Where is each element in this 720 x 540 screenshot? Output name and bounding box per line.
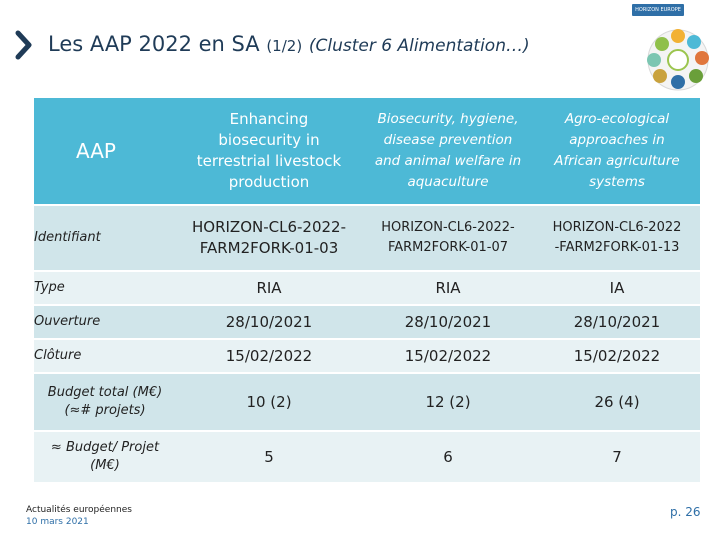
- table-cell: 5: [176, 432, 362, 482]
- table-cell: 7: [534, 432, 700, 482]
- table-cell: 15/02/2022: [362, 340, 534, 372]
- cell-text: FARM2FORK-01-07: [387, 240, 509, 255]
- table-cell: 26 (4): [534, 374, 700, 430]
- page-number: p. 26: [670, 505, 701, 519]
- cell-text: 15/02/2022: [404, 346, 492, 365]
- header-text-line: approaches in: [569, 132, 665, 148]
- header-text-line: African agriculture: [554, 153, 680, 169]
- cell-text: 10 (2): [246, 392, 292, 411]
- row-label: Type: [34, 280, 65, 295]
- table-cell: 6: [362, 432, 534, 482]
- header-text-line: and animal welfare in: [374, 153, 522, 169]
- cell-text: 6: [443, 447, 453, 466]
- table-cell: 28/10/2021: [534, 306, 700, 338]
- footer-source: Actualités européennes 10 mars 2021: [26, 504, 132, 528]
- header-text-line: Biosecurity, hygiene,: [377, 111, 519, 127]
- table-cell: 10 (2): [176, 374, 362, 430]
- table-row: Identifiant HORIZON-CL6-2022- FARM2FORK-0…: [34, 206, 700, 270]
- table-row: Clôture 15/02/2022 15/02/2022 15/02/2022: [34, 340, 700, 372]
- header-label: AAP: [76, 139, 116, 163]
- chevron-right-icon: [15, 30, 32, 60]
- cell-text: 28/10/2021: [404, 312, 492, 331]
- footer-source-text: Actualités européennes: [26, 505, 132, 515]
- row-label: Budget total (M€): [47, 385, 163, 400]
- header-text-line: disease prevention: [383, 132, 513, 148]
- table-header-row: AAP Enhancing biosecurity in terrestrial…: [34, 98, 700, 204]
- table-row: ≈ Budget/ Projet (M€) 5 6 7: [34, 432, 700, 482]
- cell-text: HORIZON-CL6-2022: [552, 220, 682, 235]
- horizon-europe-logo: HORIZON EUROPE: [632, 4, 684, 16]
- cell-text: 5: [264, 447, 274, 466]
- cell-text: 28/10/2021: [573, 312, 661, 331]
- header-text-line: production: [228, 173, 310, 191]
- title-part: (1/2): [266, 37, 303, 55]
- cluster-wheel-icon: [647, 29, 709, 91]
- header-text-line: aquaculture: [407, 174, 489, 190]
- cell-text: RIA: [256, 278, 282, 297]
- header-cell-col1: Enhancing biosecurity in terrestrial liv…: [176, 98, 362, 204]
- row-label: Clôture: [34, 348, 82, 363]
- table-row: Ouverture 28/10/2021 28/10/2021 28/10/20…: [34, 306, 700, 338]
- cell-text: HORIZON-CL6-2022-: [191, 218, 347, 236]
- cell-text: 26 (4): [594, 392, 640, 411]
- table-cell: 28/10/2021: [362, 306, 534, 338]
- cell-text: 15/02/2022: [225, 346, 313, 365]
- cell-text: IA: [609, 278, 625, 297]
- cell-text: FARM2FORK-01-03: [199, 239, 339, 257]
- header-text-line: terrestrial livestock: [196, 152, 342, 170]
- title-cluster: (Cluster 6 Alimentation…): [308, 36, 530, 56]
- cell-text: -FARM2FORK-01-13: [554, 240, 680, 255]
- cell-text: RIA: [435, 278, 461, 297]
- row-label: (M€): [90, 458, 120, 473]
- table-cell: RIA: [362, 272, 534, 304]
- row-label: Ouverture: [34, 314, 101, 329]
- table-cell: 15/02/2022: [176, 340, 362, 372]
- table-row: Type RIA RIA IA: [34, 272, 700, 304]
- table-row: Budget total (M€) (≈# projets) 10 (2) 12…: [34, 374, 700, 430]
- cell-text: 12 (2): [425, 392, 471, 411]
- header-cell-col2: Biosecurity, hygiene, disease prevention…: [362, 98, 534, 204]
- header-text-line: systems: [589, 174, 645, 190]
- page-title: Les AAP 2022 en SA (1/2) (Cluster 6 Alim…: [48, 32, 530, 56]
- table-cell: HORIZON-CL6-2022- FARM2FORK-01-03: [176, 206, 362, 270]
- cell-text: 7: [612, 447, 622, 466]
- cell-text: 28/10/2021: [225, 312, 313, 331]
- header-cell-col3: Agro-ecological approaches in African ag…: [534, 98, 700, 204]
- header-text-line: Enhancing: [229, 110, 309, 128]
- table-cell: 12 (2): [362, 374, 534, 430]
- table-cell: 28/10/2021: [176, 306, 362, 338]
- title-main: Les AAP 2022 en SA: [48, 32, 260, 56]
- table-cell: HORIZON-CL6-2022- FARM2FORK-01-07: [362, 206, 534, 270]
- row-label: Identifiant: [34, 230, 101, 245]
- table-cell: 15/02/2022: [534, 340, 700, 372]
- header-cell-aap: AAP: [34, 98, 176, 204]
- row-label: (≈# projets): [64, 403, 146, 418]
- table-cell: RIA: [176, 272, 362, 304]
- table-cell: HORIZON-CL6-2022 -FARM2FORK-01-13: [534, 206, 700, 270]
- row-label: ≈ Budget/ Projet: [50, 440, 160, 455]
- table-cell: IA: [534, 272, 700, 304]
- header-text-line: biosecurity in: [218, 131, 320, 149]
- header-text-line: Agro-ecological: [564, 111, 670, 127]
- footer-date: 10 mars 2021: [26, 517, 89, 527]
- cell-text: HORIZON-CL6-2022-: [381, 220, 515, 235]
- cell-text: 15/02/2022: [573, 346, 661, 365]
